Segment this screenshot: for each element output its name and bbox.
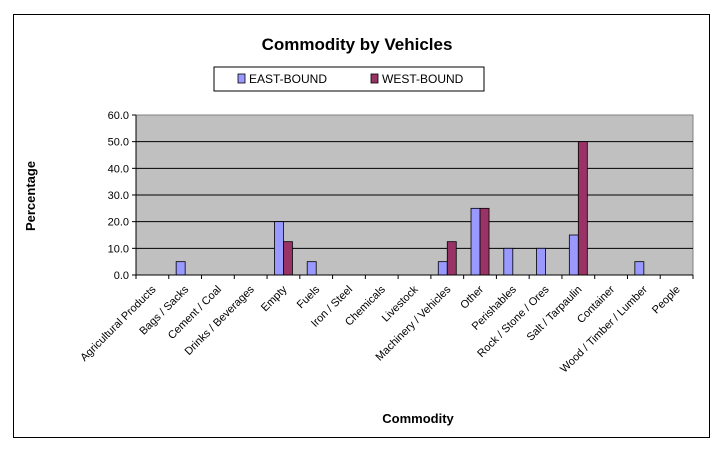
bar-west-bound (577, 141, 588, 276)
x-tick-label: People (650, 284, 683, 317)
y-tick-label: 60.0 (108, 110, 129, 122)
bar-west-bound (479, 207, 490, 276)
legend-box (213, 66, 485, 92)
x-tick-label: Fuels (295, 283, 323, 311)
legend-swatch-west (370, 73, 379, 84)
y-tick-label: 40.0 (108, 163, 129, 175)
chart-title: Commodity by Vehicles (262, 35, 453, 54)
y-tick-label: 10.0 (108, 243, 129, 255)
bar-east-bound (470, 207, 481, 276)
x-axis-title: Commodity (382, 411, 454, 426)
y-tick-label: 30.0 (108, 190, 129, 202)
legend-label-east: EAST-BOUND (249, 72, 327, 86)
bar-west-bound (446, 241, 457, 276)
y-axis-ticks: 0.0 10.0 20.0 30.0 40.0 50.0 60.0 (108, 110, 136, 282)
bar-east-bound (306, 261, 317, 276)
y-tick-label: 20.0 (108, 217, 129, 229)
bar-east-bound (274, 221, 284, 276)
bar-east-bound (437, 261, 448, 276)
gridlines (136, 141, 693, 249)
legend: EAST-BOUND WEST-BOUND (213, 66, 485, 92)
bar-east-bound (568, 234, 579, 276)
legend-label-west: WEST-BOUND (382, 72, 464, 86)
bar-east-bound (175, 261, 186, 276)
x-tick-label: Empty (259, 283, 290, 314)
y-tick-label: 50.0 (108, 137, 129, 149)
y-tick-label: 0.0 (114, 270, 129, 282)
bar-east-bound (503, 247, 514, 276)
legend-swatch-east (237, 73, 246, 84)
bar-east-bound (634, 261, 645, 276)
bar-west-bound (283, 241, 293, 276)
y-axis-title: Percentage (23, 161, 38, 231)
bar-east-bound (536, 247, 546, 276)
x-tick-label: Other (458, 283, 486, 311)
